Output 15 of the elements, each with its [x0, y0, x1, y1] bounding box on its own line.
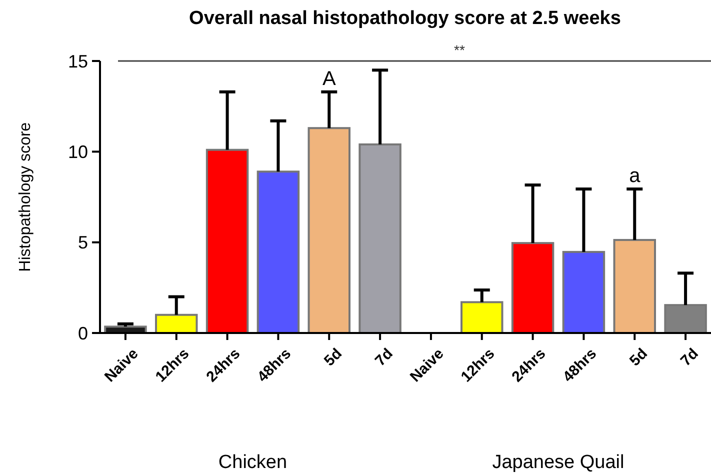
data-label: A [322, 68, 336, 90]
y-tick-label: 5 [78, 232, 88, 253]
text: Japanese Quail [492, 452, 624, 473]
y-axis-title: Histopathology score [17, 122, 34, 272]
chart-title: Overall nasal histopathology score at 2.5 weeks [189, 8, 621, 29]
text: Chicken [218, 452, 288, 473]
x-tick-label: 7d [677, 345, 702, 370]
x-tick-label: 7d [372, 345, 396, 370]
y-tick-label: 10 [68, 142, 88, 162]
ref-line-label: ** [454, 42, 466, 58]
y-tick-label: 15 [68, 51, 88, 72]
x-tick-label: 5d [626, 345, 651, 370]
data-label: a [629, 165, 642, 188]
y-tick-label: 0 [78, 323, 88, 344]
x-tick-label: 5d [320, 345, 346, 370]
